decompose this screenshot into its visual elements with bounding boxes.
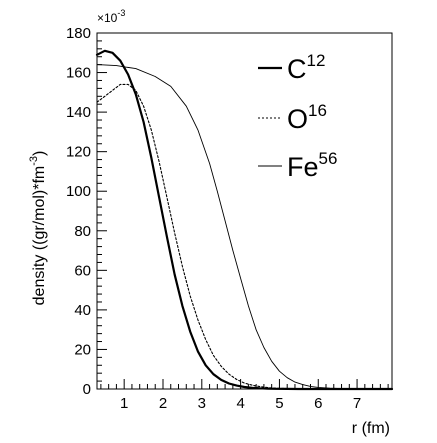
x-tick-label: 5 bbox=[275, 395, 283, 412]
y-tick-label: 100 bbox=[66, 183, 91, 200]
x-axis-label: r (fm) bbox=[352, 420, 390, 437]
series-layer bbox=[95, 49, 394, 391]
y-tick-label: 0 bbox=[83, 381, 91, 398]
series-line-o16 bbox=[96, 83, 393, 390]
y-tick-label: 160 bbox=[66, 65, 91, 82]
y-tick-label: 80 bbox=[74, 223, 91, 240]
legend-label-o16: O16 bbox=[287, 101, 327, 134]
axes-layer: 1 2 3 4 5 6 7 0 20 40 60 80 100 120 140 160 180 bbox=[66, 25, 389, 412]
plot-area-border bbox=[96, 32, 393, 390]
y-axis-multiplier: ×10-3 bbox=[97, 8, 125, 25]
x-tick-label: 6 bbox=[314, 395, 322, 412]
y-tick-label: 140 bbox=[66, 104, 91, 121]
y-axis-label: density ((gr/mol)*fm-3) bbox=[28, 151, 48, 306]
y-tick-label: 120 bbox=[66, 144, 91, 161]
x-tick-label: 7 bbox=[353, 395, 361, 412]
legend-label-c12: C12 bbox=[287, 51, 325, 84]
x-tick-label: 4 bbox=[236, 395, 244, 412]
x-tick-label: 1 bbox=[120, 395, 128, 412]
y-tick-label: 40 bbox=[74, 302, 91, 319]
y-tick-label: 180 bbox=[66, 25, 91, 42]
legend-label-fe56: Fe56 bbox=[287, 149, 337, 182]
x-tick-label: 2 bbox=[159, 395, 167, 412]
series-line-c12 bbox=[95, 49, 394, 391]
series-line-fe56 bbox=[96, 64, 393, 390]
y-tick-label: 20 bbox=[74, 341, 91, 358]
legend: C12 O16 Fe56 bbox=[258, 51, 337, 182]
x-tick-label: 3 bbox=[198, 395, 206, 412]
plot-frame bbox=[96, 32, 393, 390]
y-tick-label: 60 bbox=[74, 262, 91, 279]
